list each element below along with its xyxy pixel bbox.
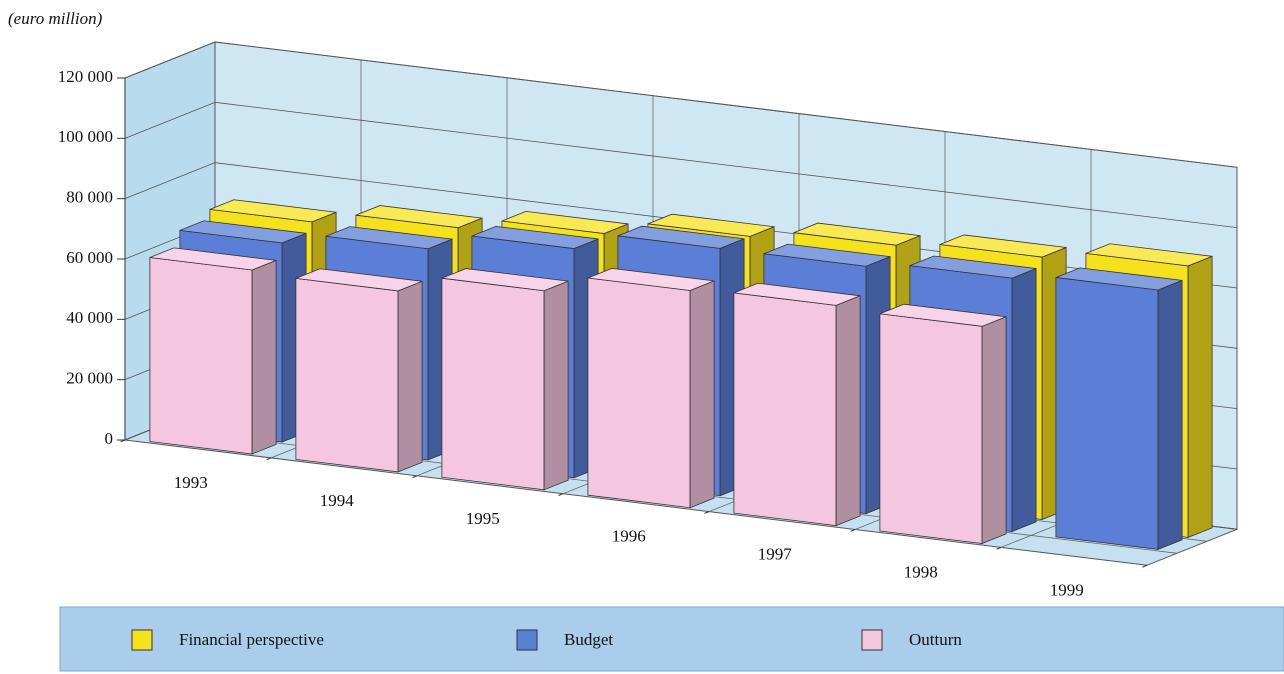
y-tick-label: 40 000 — [66, 308, 113, 327]
bar-top — [209, 199, 337, 223]
bar-top — [441, 268, 569, 292]
bar-front — [149, 257, 253, 455]
grid-line — [124, 162, 216, 200]
bar-front — [733, 292, 837, 527]
x-tick — [266, 457, 272, 461]
bar-top — [617, 225, 745, 249]
bar-top — [471, 226, 599, 249]
bar-side — [397, 280, 423, 473]
bar-side — [835, 295, 861, 527]
bar-side — [1157, 279, 1183, 551]
bar-side — [543, 280, 569, 491]
bar-top — [763, 243, 891, 267]
x-tick-label: 1993 — [174, 473, 208, 492]
legend-swatch — [131, 629, 153, 651]
legend-swatch — [861, 629, 883, 651]
bar-top — [149, 247, 277, 271]
x-tick — [412, 475, 418, 479]
bar-top — [325, 226, 453, 250]
x-tick-label: 1994 — [320, 491, 355, 510]
bar — [149, 247, 277, 455]
bar-front — [295, 277, 399, 473]
bar-side — [1187, 255, 1213, 539]
grid-line — [124, 101, 216, 139]
bar-top — [793, 222, 921, 246]
unit-label: (euro million) — [8, 9, 103, 28]
x-tick — [704, 511, 710, 514]
bar-top — [295, 268, 423, 292]
bar-top — [647, 213, 775, 237]
y-tick-label: 100 000 — [58, 127, 113, 146]
bar-top — [733, 282, 861, 306]
bar — [733, 282, 861, 527]
grid-line — [124, 41, 216, 79]
y-tick-label: 0 — [105, 429, 114, 448]
bar — [879, 303, 1007, 545]
bar-top — [1085, 243, 1213, 267]
x-tick — [996, 546, 1002, 550]
floor-line — [1146, 528, 1238, 566]
y-tick-label: 20 000 — [66, 369, 113, 388]
legend-label: Budget — [564, 630, 613, 649]
bar-top — [179, 220, 307, 244]
legend-label: Outturn — [909, 630, 962, 649]
legend-box — [59, 606, 1284, 672]
bar-side — [1011, 267, 1037, 533]
bar — [441, 268, 569, 491]
bar — [1055, 267, 1183, 551]
bar-top — [879, 303, 1007, 327]
bar — [587, 267, 715, 509]
bar-top — [909, 255, 1037, 279]
x-tick — [558, 493, 564, 496]
x-tick-label: 1997 — [758, 545, 793, 564]
bar-front — [879, 313, 983, 544]
bar-side — [981, 316, 1007, 545]
legend-swatch — [516, 629, 538, 651]
y-tick-label: 80 000 — [66, 188, 113, 207]
bar-top — [1055, 267, 1183, 291]
bar-front — [1055, 276, 1159, 550]
x-tick-label: 1998 — [904, 562, 938, 581]
grid-line — [214, 101, 1238, 229]
legend-label: Financial perspective — [179, 630, 324, 649]
x-tick-label: 1995 — [466, 509, 500, 528]
x-tick-label: 1999 — [1050, 580, 1084, 599]
bar-front — [441, 277, 545, 491]
bar-top — [587, 267, 715, 291]
x-tick — [850, 529, 856, 532]
bar-front — [587, 277, 691, 509]
bar-top — [501, 210, 629, 234]
bar-top — [355, 205, 483, 229]
grid-line — [214, 41, 1238, 168]
y-tick-label: 120 000 — [58, 67, 113, 86]
bar-side — [251, 259, 277, 455]
x-tick — [1142, 564, 1148, 568]
bar-top — [939, 234, 1067, 258]
y-tick-label: 60 000 — [66, 248, 113, 267]
bar-side — [689, 280, 715, 509]
bar — [295, 268, 423, 473]
x-tick-label: 1996 — [612, 527, 646, 546]
